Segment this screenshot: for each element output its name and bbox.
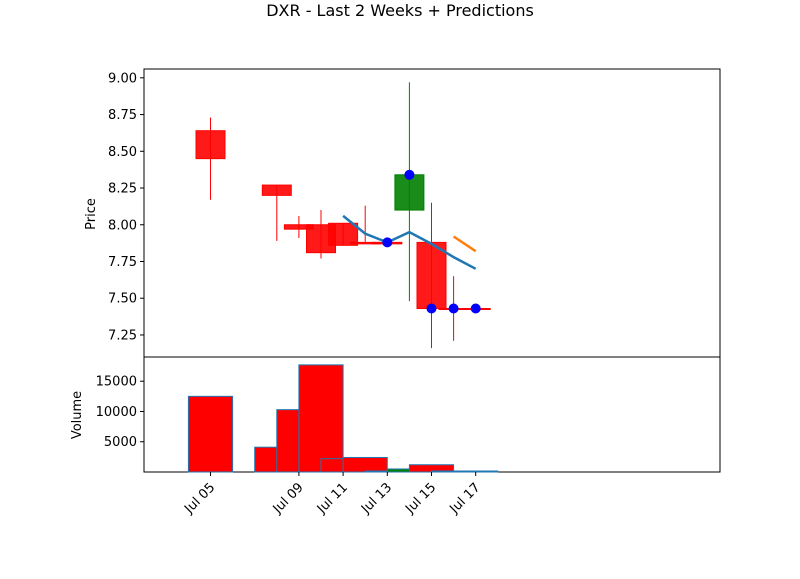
close-marker — [448, 303, 459, 314]
price-y-tick-label: 9.00 — [108, 71, 137, 86]
price-y-tick-label: 7.75 — [108, 255, 137, 270]
close-marker — [470, 303, 481, 314]
price-y-tick-label: 7.50 — [108, 292, 137, 307]
volume-axis-label: Volume — [70, 391, 85, 439]
volume-y-axis: 5000 10000 15000 — [96, 375, 144, 450]
x-tick-label: Jul 15 — [402, 480, 439, 517]
volume-y-tick-label: 5000 — [104, 435, 137, 450]
price-y-tick-label: 7.25 — [108, 328, 137, 343]
x-axis: Jul 05 Jul 09 Jul 11 Jul 13 Jul 15 Jul 17 — [181, 472, 484, 517]
candle-body — [416, 241, 447, 310]
price-y-tick-label: 8.00 — [108, 218, 137, 233]
x-tick-label: Jul 05 — [181, 480, 218, 517]
candle-body — [261, 184, 292, 196]
prediction-lines — [342, 214, 477, 270]
close-marker — [426, 303, 437, 314]
volume-bars — [187, 364, 499, 473]
candle-body — [394, 174, 425, 211]
price-y-tick-label: 8.25 — [108, 182, 137, 197]
candle-body — [195, 130, 226, 160]
candlesticks — [195, 82, 491, 349]
close-marker — [382, 237, 393, 248]
x-tick-label: Jul 09 — [270, 480, 307, 517]
x-tick-label: Jul 13 — [358, 480, 395, 517]
volume-bar — [453, 470, 499, 473]
x-tick-label: Jul 17 — [447, 480, 484, 517]
volume-y-tick-label: 15000 — [96, 375, 137, 390]
price-y-axis: 7.25 7.50 7.75 8.00 8.25 8.50 8.75 9.00 — [108, 71, 144, 343]
price-axis-label: Price — [84, 198, 99, 230]
x-tick-label: Jul 11 — [314, 480, 351, 517]
price-y-tick-label: 8.75 — [108, 108, 137, 123]
volume-bar — [298, 364, 344, 473]
close-marker — [404, 169, 415, 180]
price-y-tick-label: 8.50 — [108, 145, 137, 160]
candle-body — [328, 222, 359, 246]
volume-bar — [187, 395, 234, 473]
prediction-line — [452, 235, 477, 253]
chart-title: DXR - Last 2 Weeks + Predictions — [266, 1, 534, 20]
volume-bar — [342, 456, 388, 473]
trend-line — [342, 214, 477, 270]
close-markers — [382, 169, 481, 314]
volume-y-tick-label: 10000 — [96, 405, 137, 420]
